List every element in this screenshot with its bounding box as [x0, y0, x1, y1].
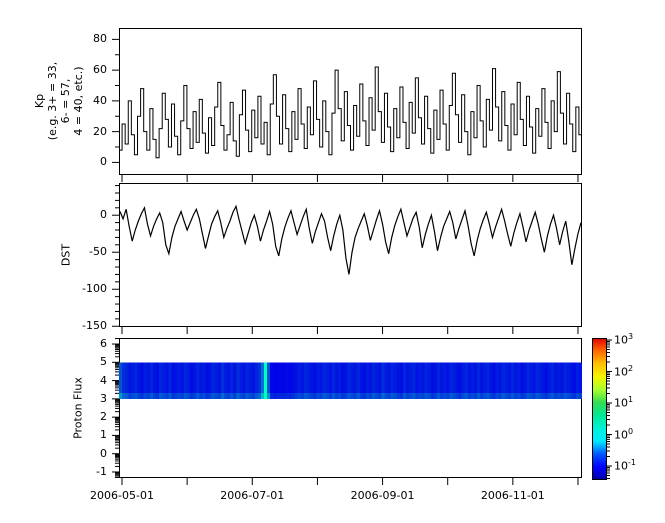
- y-tick-label: -50: [89, 245, 107, 259]
- colorbar-tick-label: 101: [614, 394, 634, 410]
- x-tick-label: 2006-09-01: [350, 489, 415, 502]
- colorbar-tick-label: 102: [614, 363, 634, 379]
- proton-flux-band: [119, 362, 582, 399]
- panel-frame: [119, 28, 582, 175]
- colorbar-tick-label: 100: [614, 426, 634, 442]
- kp-axis-label-line: Kp: [33, 93, 46, 109]
- proton-flux-axis-label: Proton Flux: [71, 377, 85, 439]
- y-tick-label: 60: [93, 63, 107, 77]
- y-tick-label: 0: [100, 208, 107, 222]
- y-tick-label: 40: [93, 93, 107, 107]
- y-tick-label: -150: [82, 319, 107, 333]
- kp-axis-label: Kp (e.g. 3+ = 33, 6- = 57, 4 = 40, etc.): [33, 62, 85, 140]
- y-tick-label: 0: [100, 446, 107, 460]
- dst-series-line: [119, 204, 582, 275]
- y-tick-label: 20: [93, 124, 107, 138]
- colorbar-tick-label: 10-1: [614, 457, 636, 473]
- kp-axis-label-line: 6- = 57,: [59, 78, 72, 124]
- y-tick-label: 6: [100, 337, 107, 351]
- kp-series-line: [119, 66, 582, 159]
- y-tick-label: 3: [100, 391, 107, 405]
- colorbar-tick-label: 103: [614, 331, 634, 347]
- y-tick-label: 2: [100, 410, 107, 424]
- y-tick-label: 80: [93, 32, 107, 46]
- y-tick-label: 5: [100, 355, 107, 369]
- y-tick-label: 0: [100, 155, 107, 169]
- y-tick-label: 1: [100, 428, 107, 442]
- x-tick-label: 2006-05-01: [90, 489, 154, 502]
- y-tick-label: 4: [100, 373, 107, 387]
- y-tick-label: -100: [82, 282, 107, 296]
- panel-frame: [119, 338, 582, 478]
- x-tick-label: 2006-07-01: [220, 489, 285, 502]
- kp-axis-label-line: 4 = 40, etc.): [72, 66, 85, 136]
- dst-axis-label: DST: [59, 243, 73, 267]
- x-tick-label: 2006-11-01: [480, 489, 545, 502]
- kp-axis-label-line: (e.g. 3+ = 33,: [46, 61, 59, 141]
- y-tick-label: -1: [96, 464, 107, 478]
- panel-frame: [119, 183, 582, 327]
- colorbar: [592, 338, 607, 480]
